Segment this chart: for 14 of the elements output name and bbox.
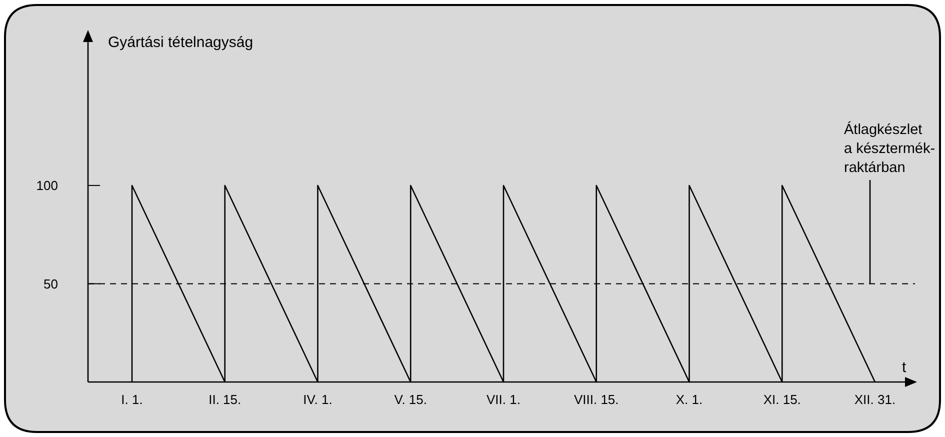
x-tick-label: VIII. 15. — [574, 392, 619, 407]
y-axis-title: Gyártási tételnagyság — [108, 34, 254, 51]
x-tick-label: VII. 1. — [486, 392, 520, 407]
y-tick-label: 100 — [36, 178, 58, 194]
x-axis-title: t — [902, 359, 907, 376]
x-tick-label: X. 1. — [676, 392, 703, 407]
x-tick-label: XI. 15. — [763, 392, 801, 407]
y-tick-label: 50 — [44, 276, 58, 292]
x-tick-label: XII. 31. — [854, 392, 896, 407]
ref-line-label: Átlagkészlet a késztermék- raktárban — [844, 121, 936, 176]
x-tick-label: V. 15. — [394, 392, 428, 407]
x-tick-label: II. 15. — [208, 392, 242, 407]
x-tick-label: IV. 1. — [303, 392, 332, 407]
x-tick-label: I. 1. — [121, 392, 143, 407]
